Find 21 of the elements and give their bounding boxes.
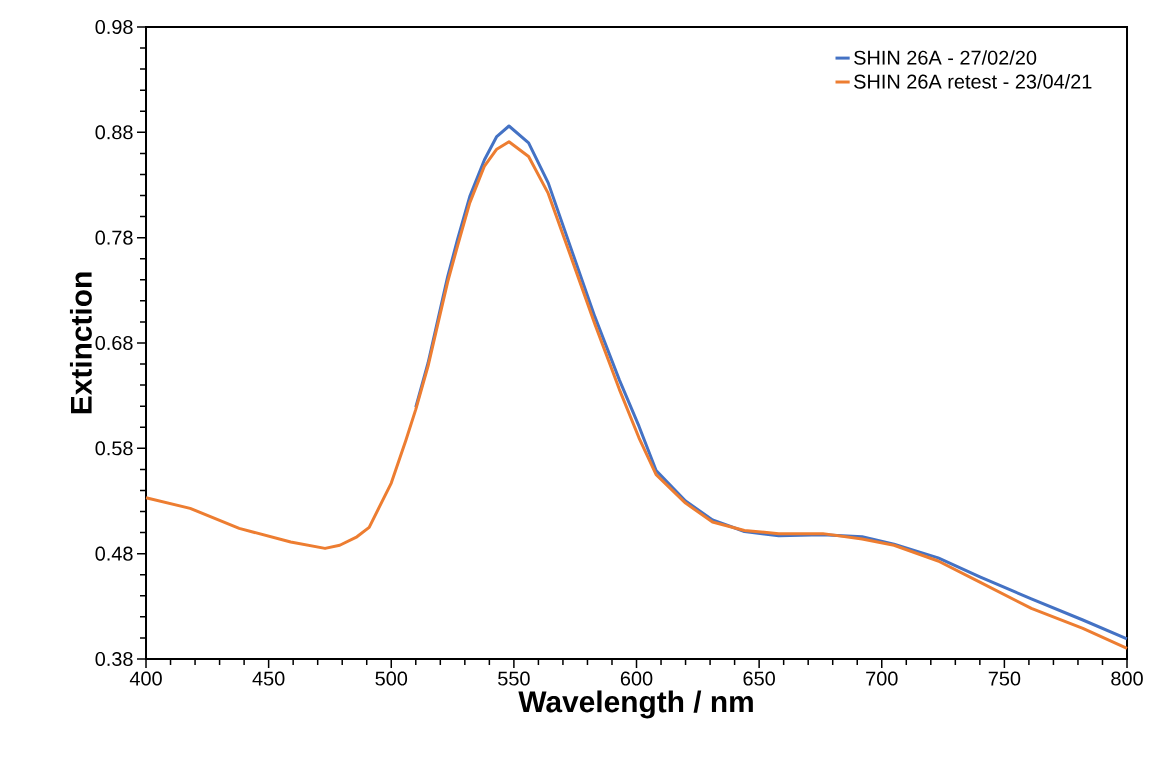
legend-label: SHIN 26A retest - 23/04/21 bbox=[854, 74, 1092, 89]
y-tick-label: 0.58 bbox=[95, 441, 133, 456]
x-tick-label: 800 bbox=[1111, 671, 1143, 686]
legend-label: SHIN 26A - 27/02/20 bbox=[854, 50, 1037, 65]
x-tick-label: 700 bbox=[866, 671, 898, 686]
y-tick-label: 0.48 bbox=[95, 546, 133, 561]
y-tick-label: 0.38 bbox=[95, 651, 133, 667]
x-tick-label: 450 bbox=[252, 671, 285, 686]
x-axis-title: Wavelength / nm bbox=[518, 690, 753, 719]
x-tick-label: 650 bbox=[743, 671, 775, 686]
y-tick-label: 0.98 bbox=[95, 19, 133, 35]
x-tick-label: 550 bbox=[498, 671, 530, 686]
line-series bbox=[144, 140, 1129, 650]
x-tick-label: 750 bbox=[988, 671, 1021, 686]
y-tick-label: 0.68 bbox=[95, 335, 133, 351]
y-tick-label: 0.78 bbox=[95, 230, 133, 245]
x-tick-label: 400 bbox=[129, 671, 162, 686]
x-tick-label: 600 bbox=[620, 671, 653, 686]
y-tick-label: 0.88 bbox=[95, 125, 133, 140]
y-axis-title: Extinction bbox=[69, 272, 92, 414]
x-tick-label: 500 bbox=[375, 671, 408, 686]
